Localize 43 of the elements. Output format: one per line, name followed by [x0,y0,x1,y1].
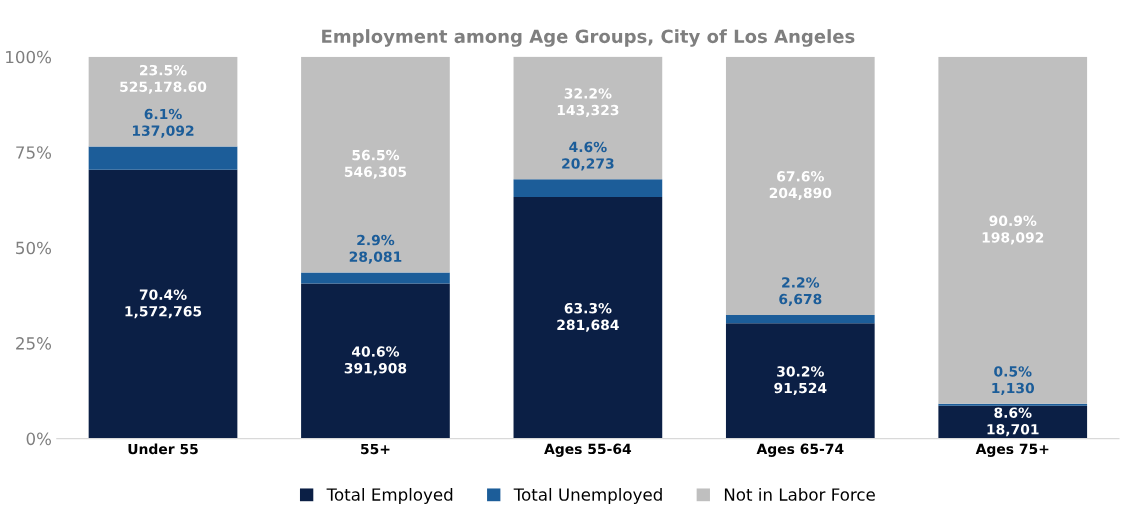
data-label: 70.4% 1,572,765 [125,289,202,319]
data-label: 67.6% 204,890 [769,171,832,200]
x-tick-label: Ages 75+ [975,443,1049,457]
bar [725,56,875,315]
bar [513,179,663,197]
data-label: 8.6% 18,701 [987,407,1039,437]
data-label: 63.3% 281,684 [557,302,619,332]
data-label: 2.9% 28,081 [349,234,402,264]
data-label: 2.2% 6,678 [779,277,822,307]
bar [301,283,450,439]
y-tick-label: 75% [16,146,52,159]
data-label: 40.6% 391,908 [344,346,407,376]
data-label: 23.5% 525,178.60 [120,64,207,94]
data-label: 56.5% 546,305 [344,149,407,179]
data-label: 32.2% 143,323 [557,88,619,118]
data-label: 6.1% 137,092 [132,108,194,138]
legend-label: Not in Labor Force [724,487,875,501]
x-tick-label: Under 55 [128,443,198,455]
bar [938,56,1088,404]
chart-title: Employment among Age Groups, City of Los Angeles [322,29,855,47]
data-label: 4.6% 20,273 [562,141,614,171]
legend-label: Total Employed [326,487,453,505]
data-label: 90.9% 198,092 [982,215,1044,245]
data-label: 30.2% 91,524 [774,366,827,396]
bar [938,405,1088,439]
legend-label: Total Unemployed [513,487,662,505]
x-tick-label: Ages 55-64 [544,443,632,457]
bar [725,323,875,439]
bar [88,56,238,147]
bar [513,56,663,180]
y-tick-label: 25% [16,337,52,350]
y-tick-label: 0% [26,432,52,446]
y-tick-label: 100% [6,50,52,64]
bar [301,272,450,284]
bar [513,196,663,439]
bar [88,146,238,170]
x-tick-label: Ages 65-74 [756,443,844,457]
bar [725,314,875,324]
data-label: 0.5% 1,130 [992,366,1035,396]
x-tick-label: 55+ [361,443,390,455]
y-tick-label: 50% [16,241,52,255]
bar [88,169,238,439]
bar [301,56,450,273]
